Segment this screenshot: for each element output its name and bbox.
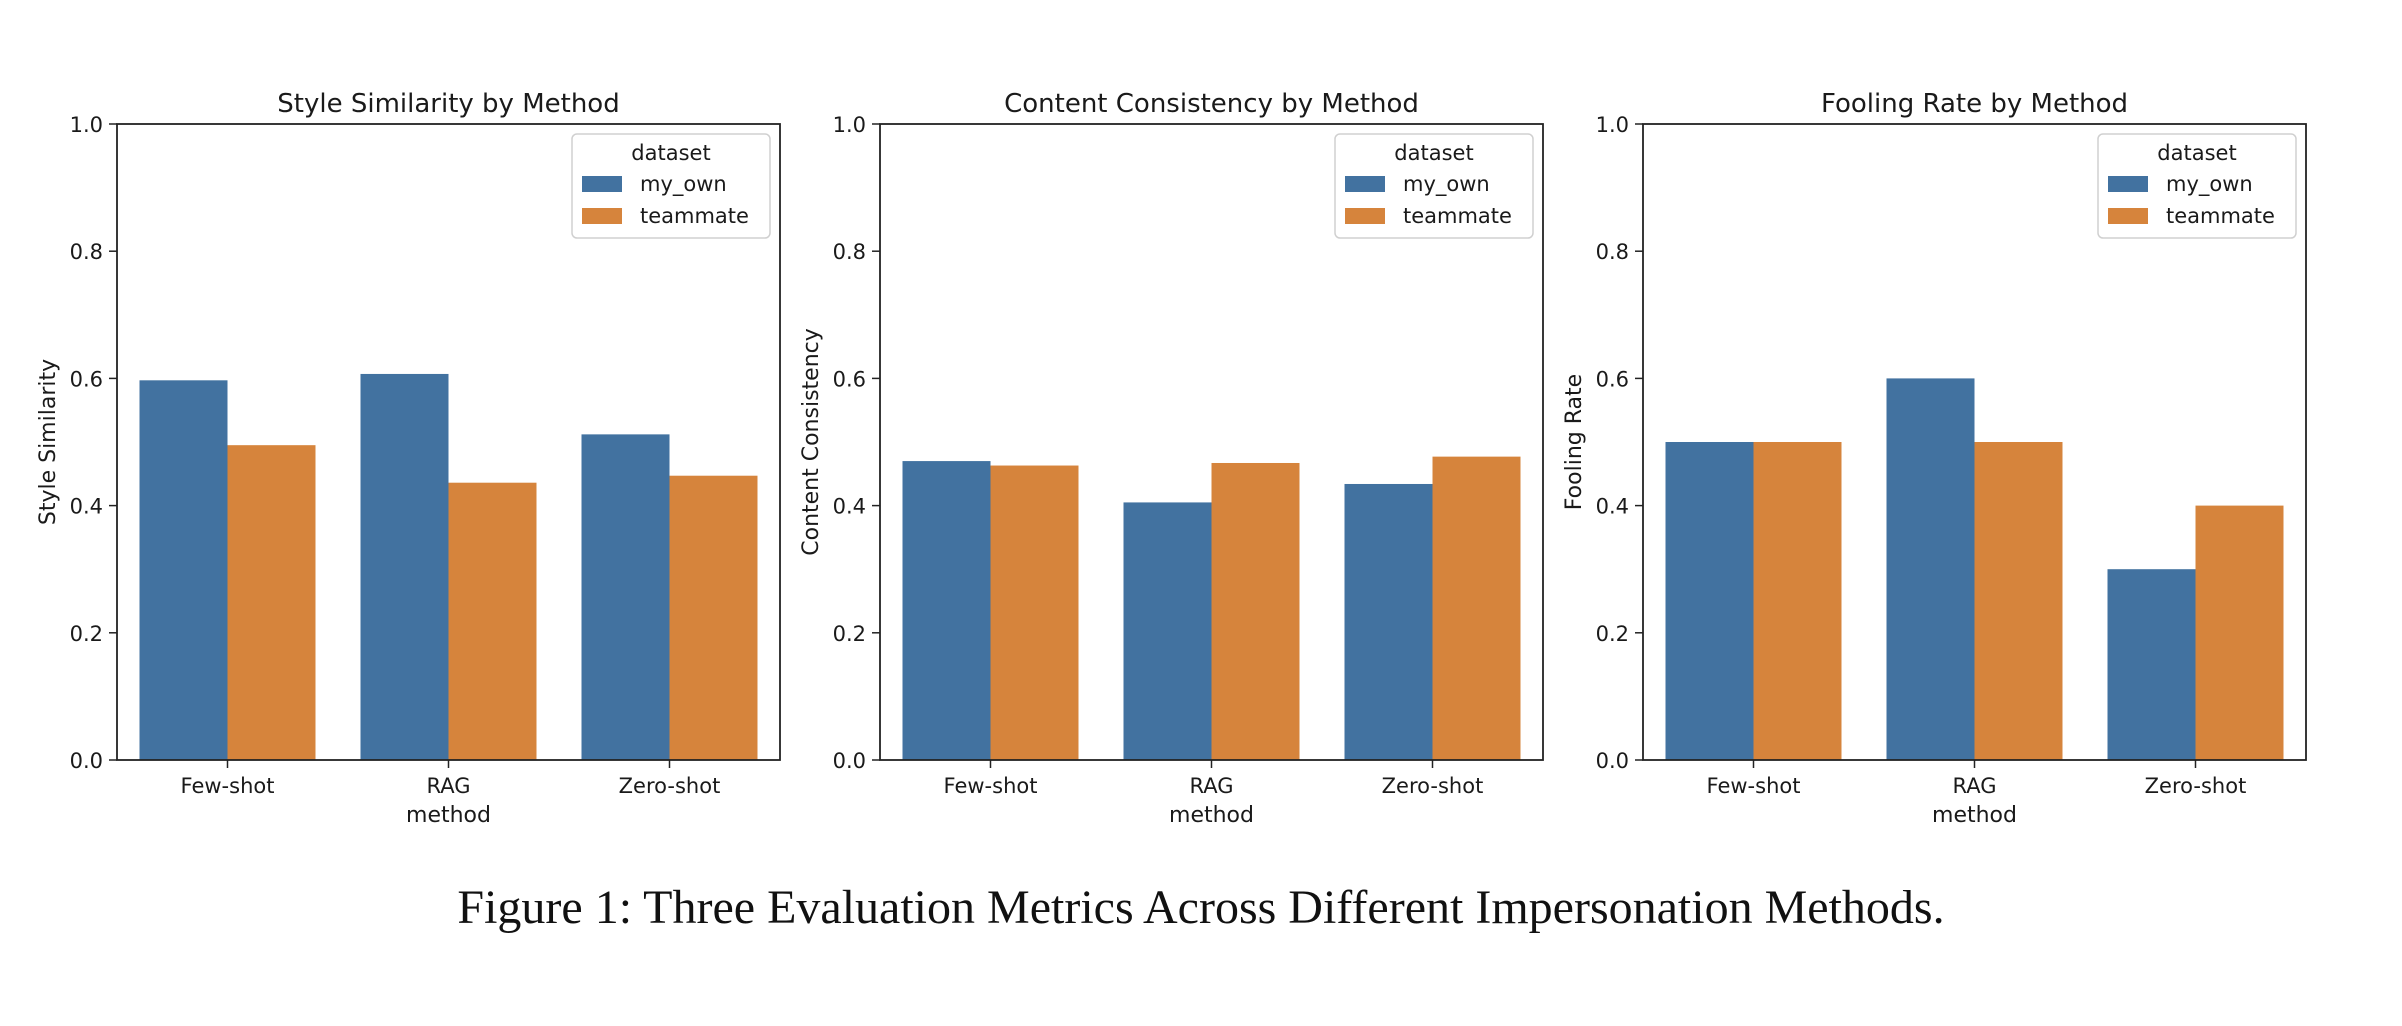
bar-teammate-zero-shot — [669, 475, 758, 760]
bar-my_own-few-shot — [139, 380, 228, 760]
legend-label-my_own: my_own — [2166, 172, 2253, 197]
y-tick-label: 1.0 — [833, 113, 866, 137]
bar-teammate-rag — [1974, 442, 2063, 760]
y-tick-label: 0.6 — [833, 367, 866, 391]
bar-teammate-few-shot — [1753, 442, 1842, 760]
x-tick-label: RAG — [1189, 774, 1233, 798]
bar-teammate-rag — [1211, 462, 1300, 760]
x-axis-label: method — [1169, 803, 1254, 828]
plot-frame — [1642, 123, 2307, 761]
legend-label-my_own: my_own — [640, 172, 727, 197]
legend-label-my_own: my_own — [1403, 172, 1490, 197]
y-tick-label: 0.6 — [70, 367, 103, 391]
bar-my_own-few-shot — [1665, 442, 1754, 760]
y-tick-label: 0.2 — [833, 622, 866, 646]
y-tick-label: 0.0 — [70, 749, 103, 773]
bar-my_own-zero-shot — [1344, 483, 1433, 760]
y-axis-label: Content Consistency — [799, 328, 824, 556]
bar-teammate-zero-shot — [1432, 456, 1521, 760]
bar-teammate-few-shot — [990, 465, 1079, 760]
bar-my_own-zero-shot — [581, 434, 670, 760]
bar-teammate-zero-shot — [2195, 505, 2284, 760]
y-tick-label: 0.6 — [1596, 367, 1629, 391]
y-tick-label: 1.0 — [70, 113, 103, 137]
bar-my_own-zero-shot — [2107, 569, 2196, 760]
legend-title: dataset — [2157, 141, 2236, 165]
legend-swatch-teammate — [1345, 208, 1385, 224]
chart-panel-2: Content Consistency by Method 0.0 0.2 0.4 0.… — [799, 89, 1544, 828]
figure-caption: Figure 1: Three Evaluation Metrics Acros… — [457, 881, 1945, 934]
legend-label-teammate: teammate — [2166, 204, 2275, 228]
plot-frame — [879, 123, 1544, 761]
y-tick-label: 0.4 — [70, 495, 103, 519]
y-tick-label: 0.2 — [1596, 622, 1629, 646]
legend-label-teammate: teammate — [640, 204, 749, 228]
x-tick-label: Zero-shot — [1382, 774, 1484, 798]
x-tick-label: Few-shot — [944, 774, 1038, 798]
legend-title: dataset — [631, 141, 710, 165]
legend: dataset my_own teammate — [571, 133, 771, 239]
legend-swatch-teammate — [582, 208, 622, 224]
y-tick-label: 0.8 — [1596, 240, 1629, 264]
chart-title: Content Consistency by Method — [1004, 89, 1419, 119]
y-tick-label: 0.4 — [833, 495, 866, 519]
legend-swatch-my_own — [1345, 176, 1385, 192]
y-tick-label: 1.0 — [1596, 113, 1629, 137]
legend: dataset my_own teammate — [2097, 133, 2297, 239]
x-axis-label: method — [1932, 803, 2017, 828]
x-tick-label: Few-shot — [1707, 774, 1801, 798]
chart-panel-3: Fooling Rate by Method 0.0 0.2 0.4 0.6 0.8 1.0… — [1562, 89, 2307, 828]
y-tick-label: 0.2 — [70, 622, 103, 646]
y-axis-label: Style Similarity — [36, 359, 61, 525]
x-tick-label: Zero-shot — [619, 774, 721, 798]
y-tick-label: 0.8 — [833, 240, 866, 264]
chart-title: Style Similarity by Method — [277, 89, 619, 119]
legend-label-teammate: teammate — [1403, 204, 1512, 228]
y-axis-label: Fooling Rate — [1562, 374, 1587, 510]
x-axis-label: method — [406, 803, 491, 828]
legend-swatch-my_own — [582, 176, 622, 192]
bar-my_own-rag — [1123, 502, 1212, 760]
legend: dataset my_own teammate — [1334, 133, 1534, 239]
legend-swatch-my_own — [2108, 176, 2148, 192]
chart-title: Fooling Rate by Method — [1821, 89, 2128, 119]
x-tick-label: RAG — [1952, 774, 1996, 798]
legend-swatch-teammate — [2108, 208, 2148, 224]
bar-teammate-few-shot — [227, 445, 316, 760]
chart-panel-1: Style Similarity by Method 0.0 0.2 0.4 0.6 0.… — [36, 89, 781, 828]
bar-my_own-rag — [360, 373, 449, 760]
y-tick-label: 0.0 — [1596, 749, 1629, 773]
y-tick-label: 0.8 — [70, 240, 103, 264]
bar-my_own-few-shot — [902, 461, 991, 760]
x-tick-label: Zero-shot — [2145, 774, 2247, 798]
bar-teammate-rag — [448, 482, 537, 760]
legend-title: dataset — [1394, 141, 1473, 165]
y-tick-label: 0.0 — [833, 749, 866, 773]
x-tick-label: RAG — [426, 774, 470, 798]
plot-frame — [116, 123, 781, 761]
y-tick-label: 0.4 — [1596, 495, 1629, 519]
x-tick-label: Few-shot — [181, 774, 275, 798]
bar-my_own-rag — [1886, 378, 1975, 760]
